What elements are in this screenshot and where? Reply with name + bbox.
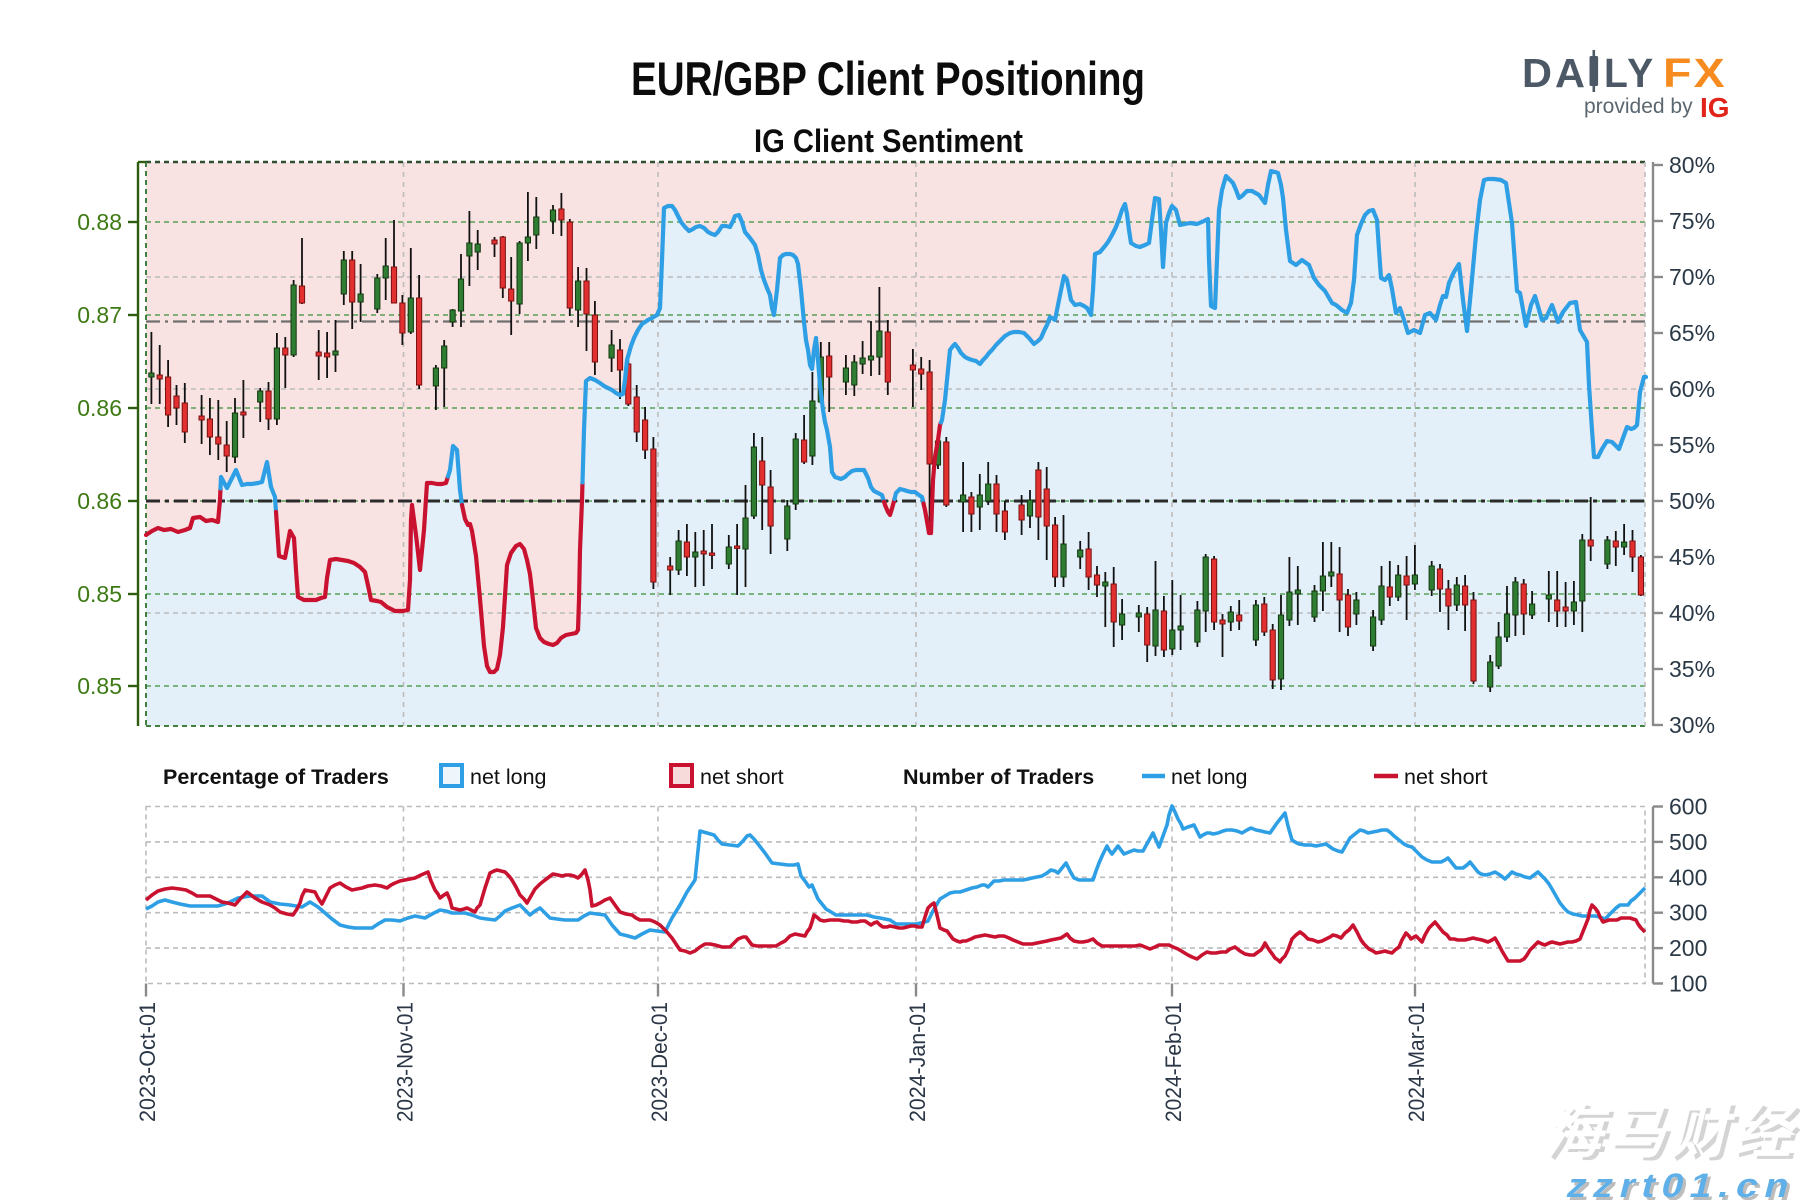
svg-text:net long: net long	[1171, 765, 1248, 789]
svg-text:IG: IG	[1700, 92, 1730, 123]
svg-text:600: 600	[1669, 794, 1707, 820]
svg-text:70%: 70%	[1669, 264, 1715, 290]
svg-text:0.87: 0.87	[77, 302, 122, 328]
svg-text:2024-Jan-01: 2024-Jan-01	[905, 1002, 930, 1122]
svg-text:0.85: 0.85	[77, 673, 122, 699]
svg-text:2023-Oct-01: 2023-Oct-01	[135, 1002, 160, 1122]
svg-text:500: 500	[1669, 829, 1707, 855]
svg-text:net long: net long	[470, 765, 547, 789]
svg-text:net short: net short	[700, 765, 784, 789]
svg-text:provided by: provided by	[1584, 95, 1693, 118]
svg-text:35%: 35%	[1669, 656, 1715, 682]
svg-text:0.88: 0.88	[77, 209, 122, 235]
svg-text:200: 200	[1669, 935, 1707, 961]
svg-text:FX: FX	[1663, 50, 1727, 96]
svg-text:80%: 80%	[1669, 152, 1715, 178]
svg-text:zzrt01.cn: zzrt01.cn	[1566, 1170, 1800, 1200]
svg-text:65%: 65%	[1669, 320, 1715, 346]
svg-text:海马财经: 海马财经	[1545, 1104, 1800, 1168]
svg-text:Percentage of Traders: Percentage of Traders	[163, 765, 389, 789]
svg-text:300: 300	[1669, 900, 1707, 926]
svg-text:75%: 75%	[1669, 208, 1715, 234]
svg-text:0.86: 0.86	[77, 488, 122, 514]
svg-text:50%: 50%	[1669, 488, 1715, 514]
svg-text:0.86: 0.86	[77, 395, 122, 421]
svg-text:Number of Traders: Number of Traders	[903, 765, 1094, 789]
svg-text:zzrt01.cn: zzrt01.cn	[1563, 1167, 1800, 1200]
svg-text:30%: 30%	[1669, 712, 1715, 738]
svg-text:2023-Dec-01: 2023-Dec-01	[647, 1002, 672, 1122]
svg-text:0.85: 0.85	[77, 581, 122, 607]
svg-text:2024-Feb-01: 2024-Feb-01	[1161, 1002, 1186, 1122]
svg-text:EUR/GBP Client Positioning: EUR/GBP Client Positioning	[631, 52, 1145, 105]
svg-text:LY: LY	[1604, 50, 1656, 96]
svg-text:55%: 55%	[1669, 432, 1715, 458]
svg-text:45%: 45%	[1669, 544, 1715, 570]
svg-text:2024-Mar-01: 2024-Mar-01	[1404, 1002, 1429, 1122]
svg-text:2023-Nov-01: 2023-Nov-01	[393, 1002, 418, 1122]
svg-text:400: 400	[1669, 864, 1707, 890]
svg-text:100: 100	[1669, 971, 1707, 997]
svg-text:DA: DA	[1522, 50, 1588, 96]
svg-text:60%: 60%	[1669, 376, 1715, 402]
svg-text:net short: net short	[1404, 765, 1488, 789]
svg-text:IG Client Sentiment: IG Client Sentiment	[754, 123, 1023, 159]
svg-text:海马财经: 海马财经	[1541, 1101, 1800, 1165]
svg-text:40%: 40%	[1669, 600, 1715, 626]
